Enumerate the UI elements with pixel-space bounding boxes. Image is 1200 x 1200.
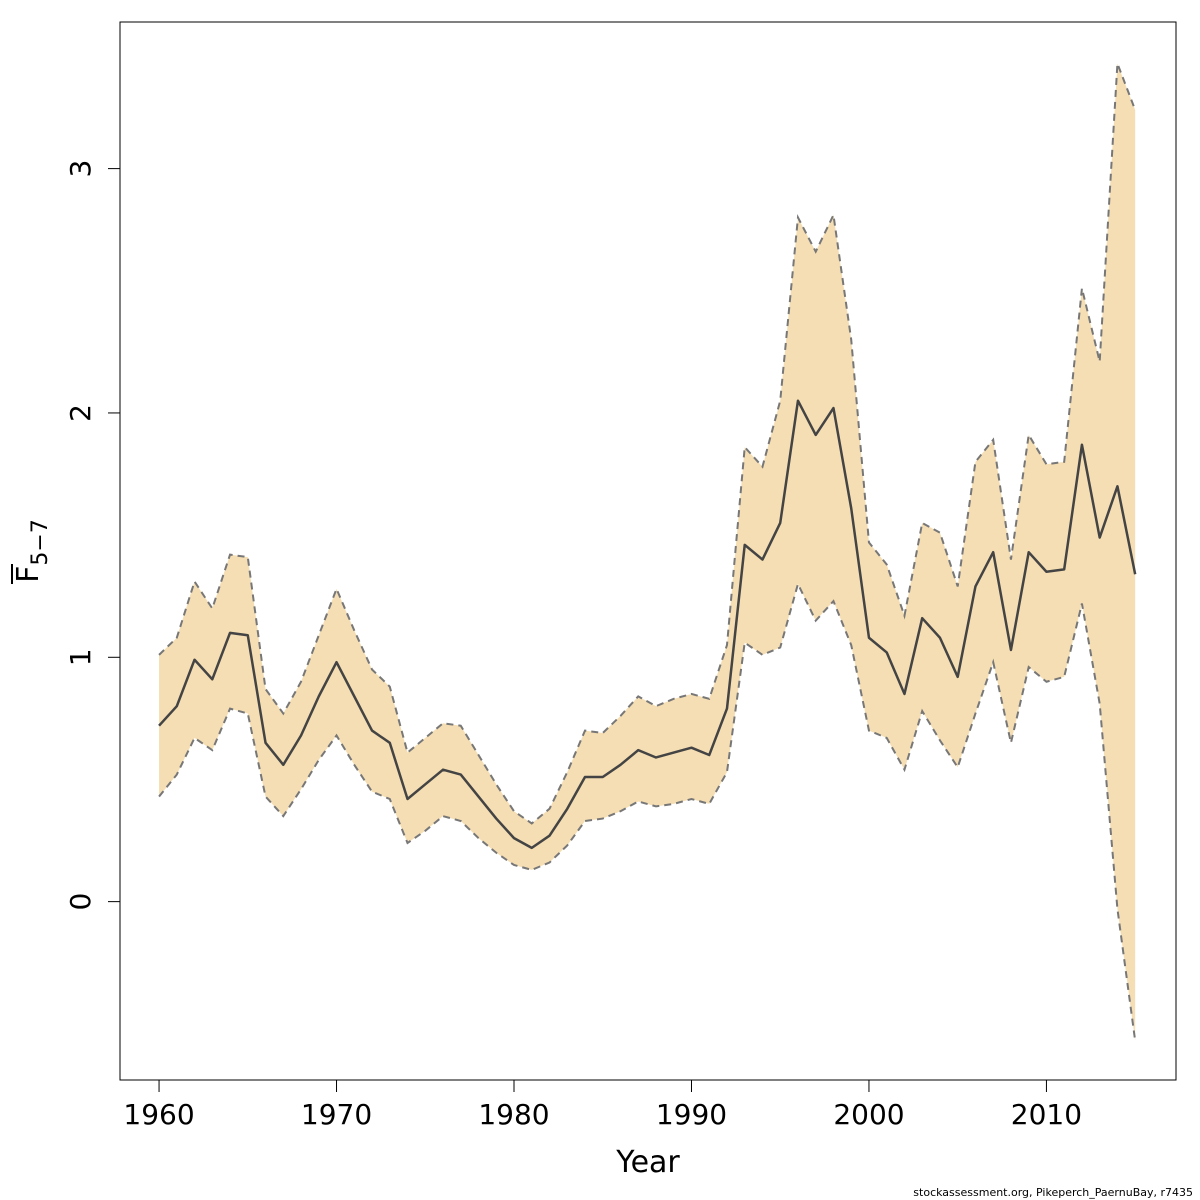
upper-bound-line	[158, 63, 1137, 825]
y-axis: 0 1 2 3	[64, 160, 121, 911]
x-tick-label: 2000	[833, 1098, 904, 1131]
y-axis-title-subscript: 5−7	[28, 519, 53, 565]
confidence-band	[159, 63, 1136, 1041]
lower-bound-line	[158, 581, 1137, 1042]
y-tick-label: 0	[64, 893, 97, 911]
y-tick-label: 2	[64, 404, 97, 422]
x-tick-label: 1980	[478, 1098, 549, 1131]
y-tick-label-group: 3	[64, 160, 97, 178]
plot-layer	[158, 63, 1137, 1042]
svg-text:F5−7: F5−7	[11, 519, 53, 583]
y-axis-title: F5−7	[11, 519, 53, 583]
y-tick-label-group: 2	[64, 404, 97, 422]
x-axis-title: Year	[615, 1145, 680, 1180]
x-tick-label: 1990	[656, 1098, 727, 1131]
y-tick-label-group: 0	[64, 893, 97, 911]
x-tick-label: 1970	[301, 1098, 372, 1131]
x-tick-label: 1960	[123, 1098, 194, 1131]
y-tick-label: 1	[64, 648, 97, 666]
y-axis-title-main: F	[11, 566, 46, 583]
estimate-line	[158, 399, 1137, 850]
y-tick-label: 3	[64, 160, 97, 178]
x-axis: 1960 1970 1980 1990 2000 2010	[123, 1079, 1082, 1131]
y-tick-label-group: 1	[64, 648, 97, 666]
credit-text: stockassessment.org, Pikeperch_PaernuBay…	[913, 1186, 1193, 1199]
x-tick-label: 2010	[1011, 1098, 1082, 1131]
